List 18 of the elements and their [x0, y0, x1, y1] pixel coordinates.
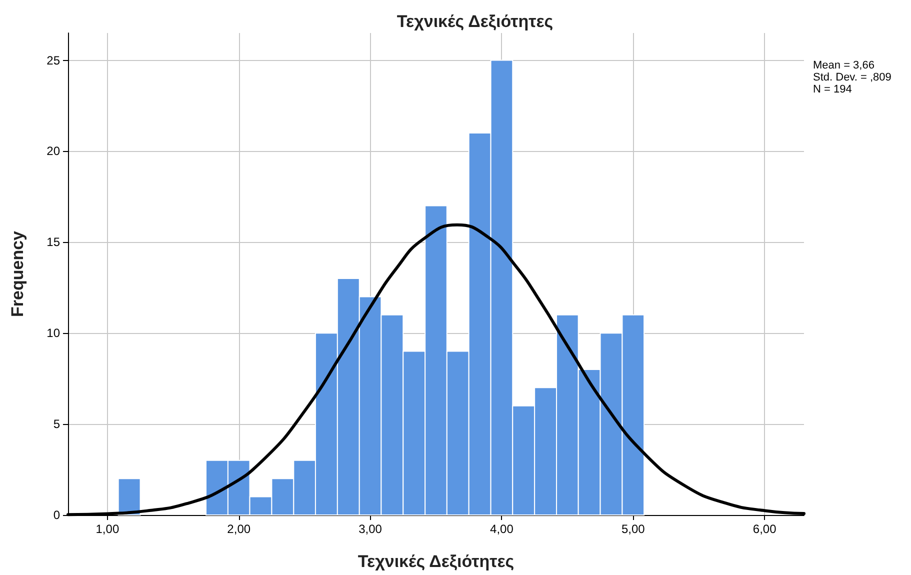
- text: Mean = 3,66: [813, 60, 874, 72]
- x-tick-label: 4,00: [490, 522, 514, 536]
- text: Std. Dev. = ,809: [813, 72, 892, 84]
- text: N = 194: [813, 84, 852, 96]
- y-tick-label: 5: [53, 417, 60, 432]
- y-tick-label: 20: [46, 144, 60, 158]
- x-tick-label: 5,00: [621, 522, 646, 536]
- x-tick-label: 6,00: [752, 522, 777, 536]
- y-axis-title: Frequency: [8, 230, 27, 317]
- y-tick-label: 10: [46, 326, 60, 340]
- x-tick-label: 3,00: [358, 522, 382, 536]
- x-tick-label: 1,00: [96, 522, 120, 536]
- y-tick-label: 25: [46, 53, 60, 68]
- x-tick-label: 2,00: [227, 522, 251, 536]
- y-tick-label: 0: [53, 508, 60, 522]
- y-tick-label: 15: [46, 235, 60, 250]
- x-axis-title: Τεχνικές Δεξιότητες: [358, 552, 514, 571]
- chart-title: Τεχνικές Δεξιότητες: [396, 12, 554, 31]
